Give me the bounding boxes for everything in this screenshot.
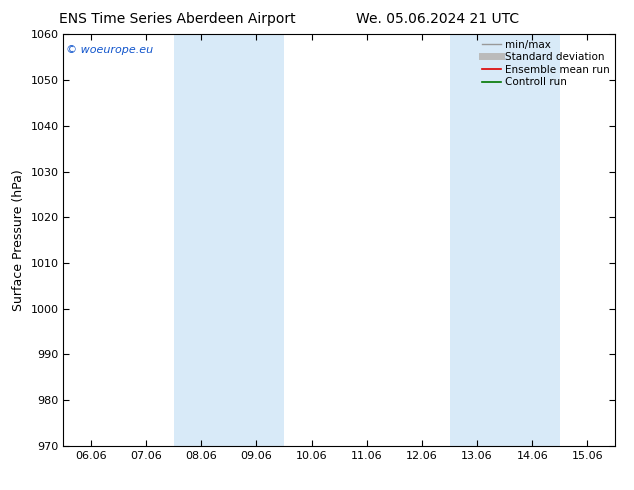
Text: © woeurope.eu: © woeurope.eu [66,45,153,54]
Bar [450,34,560,446]
Legend: min/max, Standard deviation, Ensemble mean run, Controll run: min/max, Standard deviation, Ensemble me… [480,37,612,89]
Bar [174,34,284,446]
Text: ENS Time Series Aberdeen Airport: ENS Time Series Aberdeen Airport [59,12,296,26]
Y-axis label: Surface Pressure (hPa): Surface Pressure (hPa) [12,169,25,311]
Text: We. 05.06.2024 21 UTC: We. 05.06.2024 21 UTC [356,12,519,26]
